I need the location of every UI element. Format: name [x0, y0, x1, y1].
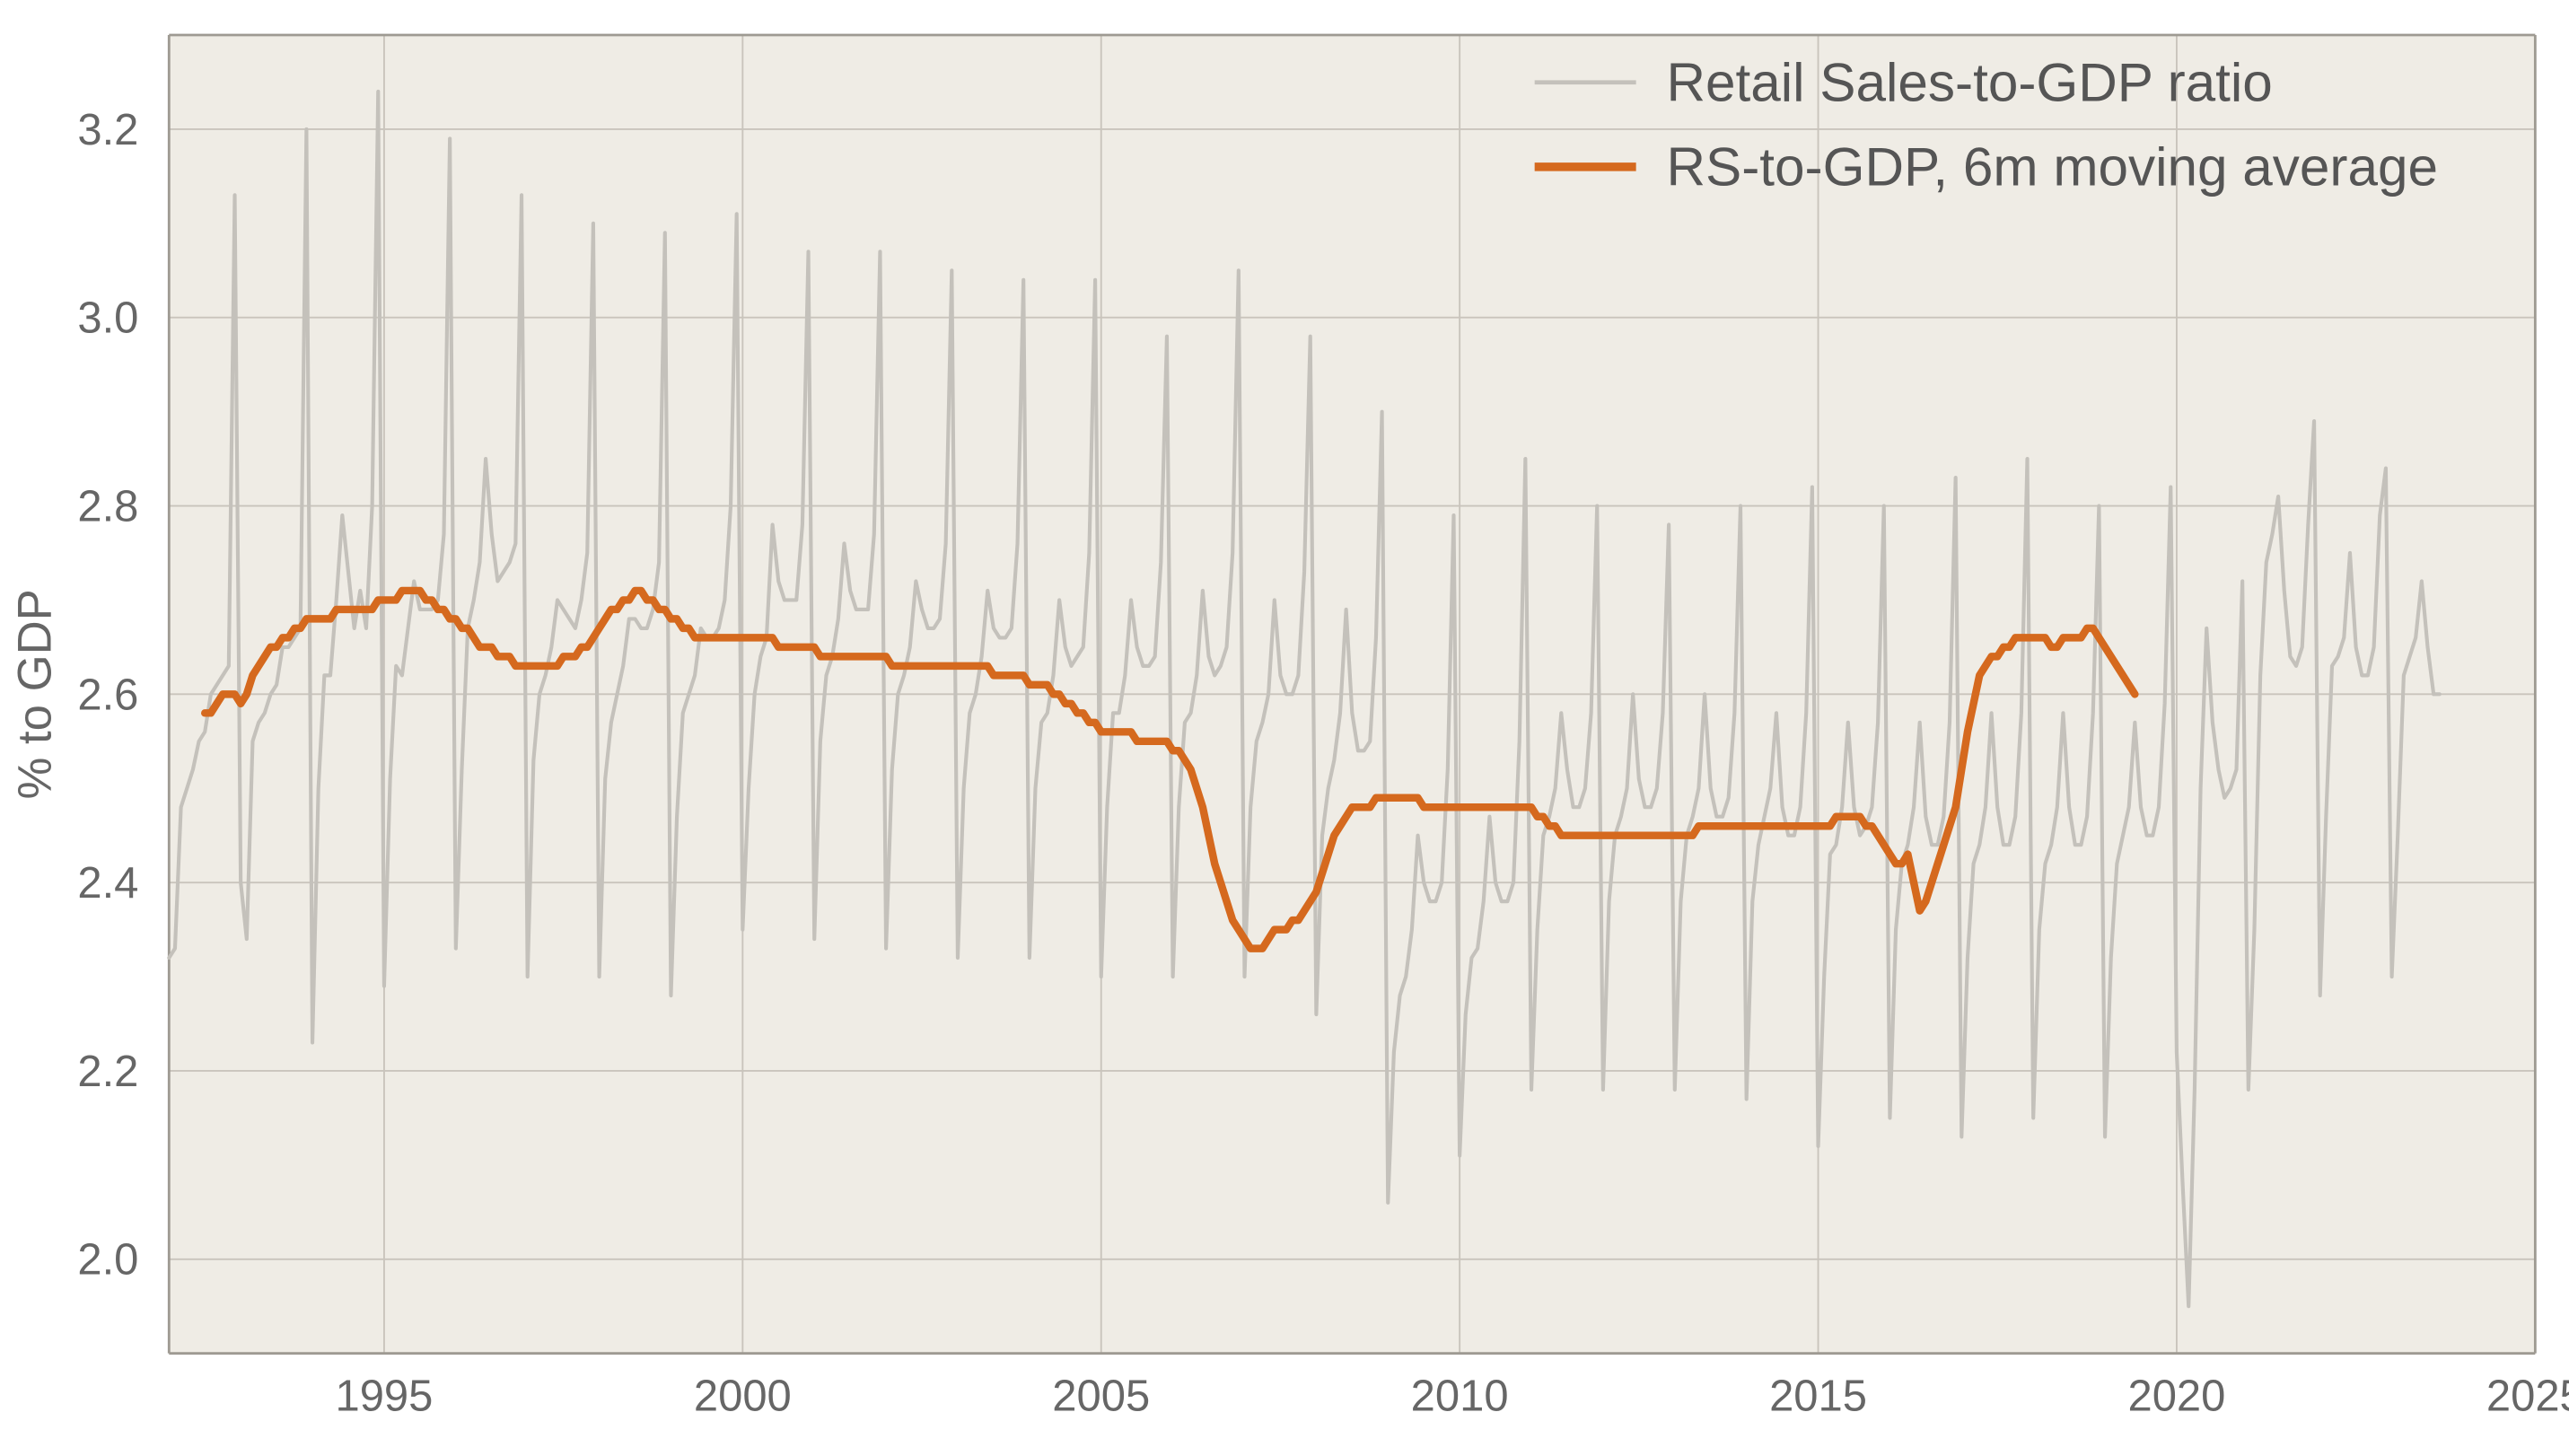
y-tick-label: 2.8	[77, 482, 138, 531]
x-tick-label: 2025	[2486, 1373, 2569, 1421]
y-tick-label: 2.2	[77, 1048, 138, 1096]
y-tick-label: 2.0	[77, 1236, 138, 1285]
legend-label: RS-to-GDP, 6m moving average	[1667, 136, 2438, 197]
y-tick-label: 3.2	[77, 106, 138, 154]
line-chart: 2.0 2.2 2.4 2.6 2.8 3.0 3.2 1995 2000 2005 2010 201…	[0, 0, 2569, 1456]
y-axis-title: % to GDP	[8, 589, 61, 799]
y-tick-label: 2.6	[77, 671, 138, 719]
y-tick-label: 2.4	[77, 859, 138, 908]
x-tick-label: 2015	[1769, 1373, 1867, 1421]
x-tick-label: 2010	[1411, 1373, 1509, 1421]
legend-label: Retail Sales-to-GDP ratio	[1667, 51, 2273, 112]
x-tick-label: 2005	[1052, 1373, 1150, 1421]
x-tick-label: 1995	[335, 1373, 433, 1421]
chart-container: 2.0 2.2 2.4 2.6 2.8 3.0 3.2 1995 2000 2005 2010 201…	[0, 0, 2569, 1456]
x-tick-label: 2000	[694, 1373, 792, 1421]
y-tick-label: 3.0	[77, 294, 138, 343]
x-tick-label: 2020	[2128, 1373, 2226, 1421]
